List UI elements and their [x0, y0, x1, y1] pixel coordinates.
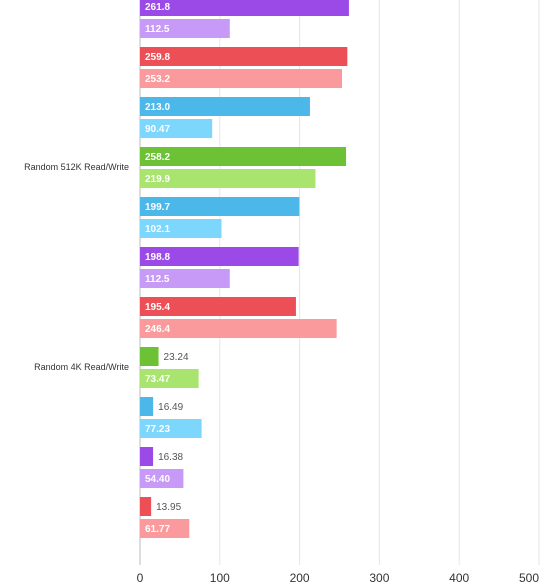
bar [140, 169, 316, 188]
bar-value-label: 261.8 [145, 2, 170, 13]
x-tick-label: 0 [137, 571, 144, 585]
category-labels: Random 512K Read/Write Random 4K Read/Wri… [24, 162, 129, 372]
bar-value-label: 73.47 [145, 374, 170, 385]
bar [140, 69, 343, 88]
bar [140, 247, 299, 266]
bar [140, 497, 152, 516]
bar-value-label: 219.9 [145, 174, 170, 185]
bar-value-label: 195.4 [145, 302, 170, 313]
bar [140, 0, 349, 16]
bar [140, 397, 154, 416]
x-tick-label: 400 [449, 571, 469, 585]
bar-value-label: 259.8 [145, 52, 170, 63]
bar [140, 197, 300, 216]
bar [140, 219, 222, 238]
bar [140, 269, 230, 288]
bar-value-label: 112.5 [145, 24, 170, 35]
bar [140, 19, 230, 38]
category-label: Random 4K Read/Write [34, 362, 129, 372]
bar [140, 119, 213, 138]
bars: 261.8 112.5 259.8 253.2 213.0 90.47 258.2 219.9… [140, 0, 349, 538]
bar-value-label: 213.0 [145, 102, 170, 113]
bar [140, 319, 337, 338]
bar [140, 47, 348, 66]
bar [140, 519, 190, 538]
bar-value-label: 253.2 [145, 74, 170, 85]
bar-value-label: 13.95 [156, 502, 181, 513]
x-tick-label: 200 [290, 571, 310, 585]
bar-value-label: 112.5 [145, 274, 170, 285]
bar-value-label: 198.8 [145, 252, 170, 263]
bar [140, 297, 296, 316]
bar-value-label: 77.23 [145, 424, 170, 435]
bar [140, 369, 199, 388]
x-axis-ticks: 0 100 200 300 400 500 [137, 571, 540, 585]
x-tick-label: 300 [369, 571, 389, 585]
bar-value-label: 199.7 [145, 202, 170, 213]
bar-value-label: 23.24 [164, 352, 189, 363]
bar [140, 147, 347, 166]
bar-value-label: 61.77 [145, 524, 170, 535]
category-label: Random 512K Read/Write [24, 162, 129, 172]
bar [140, 419, 202, 438]
x-tick-label: 100 [210, 571, 230, 585]
bar-value-label: 246.4 [145, 324, 170, 335]
bar [140, 447, 154, 466]
bar [140, 469, 184, 488]
bar [140, 347, 159, 366]
x-tick-label: 500 [519, 571, 539, 585]
bar-value-label: 90.47 [145, 124, 170, 135]
bar-value-label: 102.1 [145, 224, 170, 235]
bar-value-label: 54.40 [145, 474, 170, 485]
bar-value-label: 16.38 [158, 452, 183, 463]
bar [140, 97, 310, 116]
bar-value-label: 16.49 [158, 402, 183, 413]
bar-value-label: 258.2 [145, 152, 170, 163]
